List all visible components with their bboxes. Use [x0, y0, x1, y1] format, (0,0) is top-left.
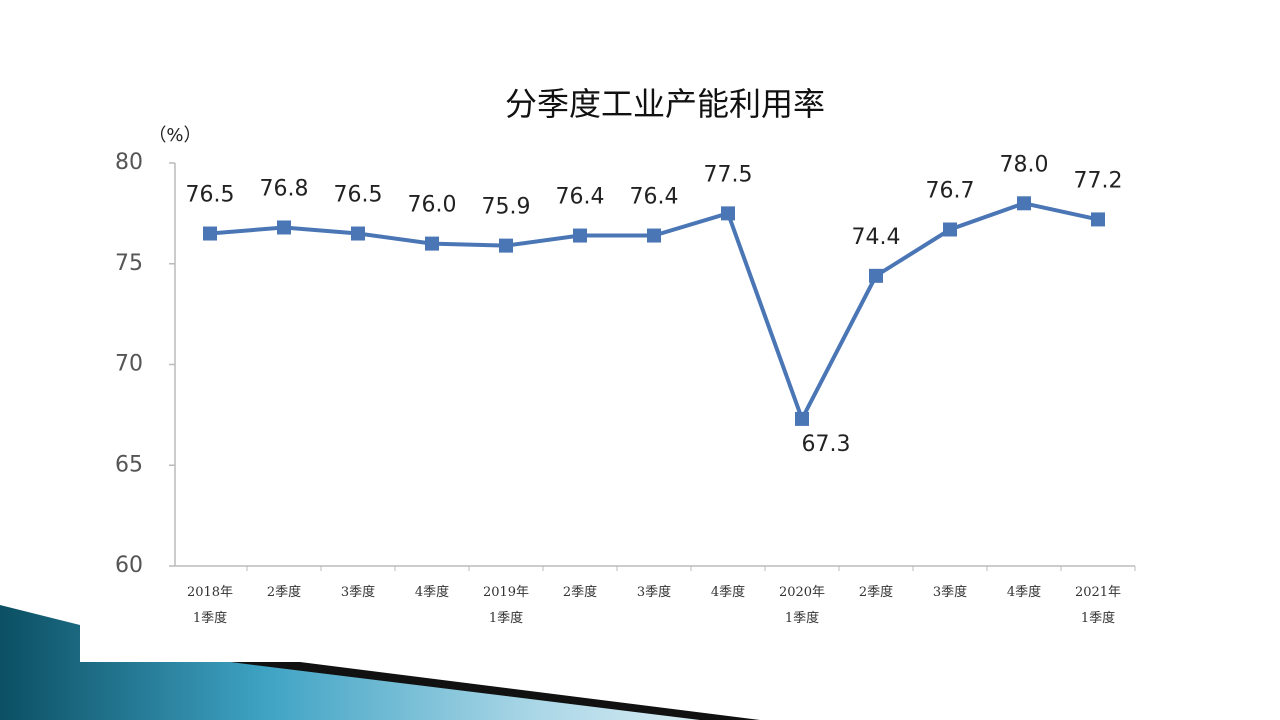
x-tick-label: 2018年 1季度: [186, 585, 234, 626]
x-tick-label: 2季度: [562, 585, 598, 600]
x-tick-label: 4季度: [710, 585, 746, 600]
decor-wedge: [230, 662, 760, 720]
point: [203, 226, 217, 241]
point: [869, 268, 883, 283]
data-label: 76.0: [408, 193, 457, 218]
y-tick-label: 70: [115, 352, 143, 377]
data-label: 76.5: [186, 183, 235, 208]
point: [647, 228, 661, 243]
x-tick-label: 2021年 1季度: [1074, 585, 1122, 626]
point: [1091, 212, 1105, 227]
chart-title: 分季度工业产能利用率: [505, 85, 825, 123]
x-tick-label: 2季度: [858, 585, 894, 600]
x-tick-label: 2020年 1季度: [778, 585, 826, 626]
point: [721, 206, 735, 221]
y-tick-label: 80: [115, 150, 143, 175]
data-label: 76.4: [556, 185, 605, 210]
y-axis-unit: （%）: [148, 125, 201, 146]
point: [425, 236, 439, 251]
y-tick-label: 60: [115, 553, 143, 578]
data-label: 75.9: [482, 195, 531, 220]
x-tick-label: 2季度: [266, 585, 302, 600]
x-tick-label: 4季度: [1006, 585, 1042, 600]
point: [351, 226, 365, 241]
data-label: 74.4: [852, 225, 901, 250]
x-tick-label: 2019年 1季度: [482, 585, 530, 626]
point: [795, 411, 809, 426]
x-tick-label: 3季度: [932, 585, 968, 600]
point: [573, 228, 587, 243]
y-tick-label: 75: [115, 251, 143, 276]
data-label: 77.5: [704, 162, 753, 187]
point: [943, 222, 957, 237]
data-label: 76.4: [630, 185, 679, 210]
x-tick-label: 3季度: [636, 585, 672, 600]
data-label: 78.0: [1000, 152, 1049, 177]
x-tick-label: 4季度: [414, 585, 450, 600]
point: [1017, 196, 1031, 211]
decor-band: [0, 605, 760, 720]
data-label: 77.2: [1074, 168, 1123, 193]
point: [277, 220, 291, 235]
data-label: 76.8: [260, 176, 309, 201]
point: [499, 238, 513, 253]
data-label: 76.5: [334, 183, 383, 208]
y-tick-label: 65: [115, 452, 143, 477]
x-tick-label: 3季度: [340, 585, 376, 600]
data-label: 76.7: [926, 178, 975, 203]
data-label: 67.3: [802, 432, 851, 457]
